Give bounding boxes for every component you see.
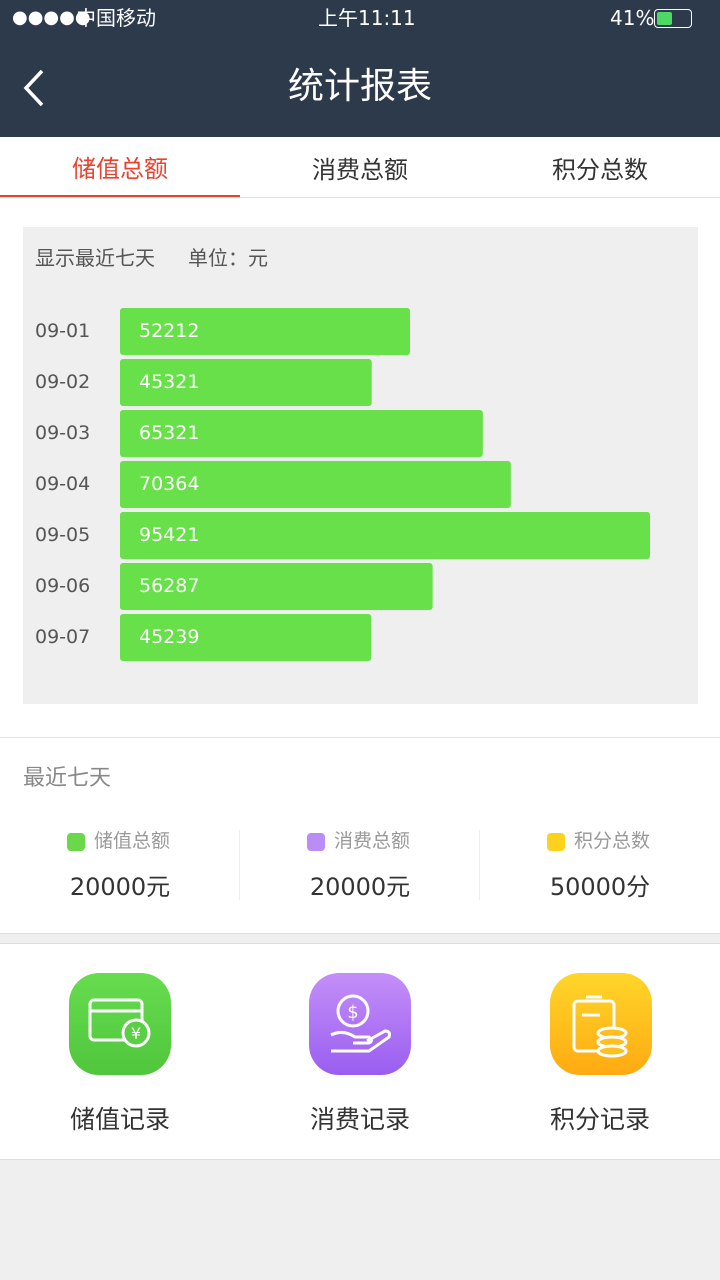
- shortcut-label[interactable]: 消费记录: [309, 1105, 410, 1134]
- divider: [239, 830, 240, 900]
- carrier: 中国移动: [76, 6, 156, 30]
- bar: [120, 308, 411, 355]
- tab[interactable]: 储值总额: [0, 137, 240, 197]
- chart-unit: 单位：元: [188, 246, 268, 270]
- value-label: 95421: [139, 524, 199, 546]
- category-label: 09-05: [35, 524, 90, 546]
- value-label: 52212: [139, 320, 199, 342]
- summary-value: 20000元: [309, 873, 411, 901]
- category-label: 09-02: [35, 371, 90, 393]
- legend-dot: [67, 833, 85, 851]
- summary-section: [0, 738, 720, 934]
- consume-icon[interactable]: $: [309, 973, 411, 1075]
- summary-title: 最近七天: [23, 766, 112, 791]
- category-label: 09-04: [35, 473, 90, 495]
- legend-dot: [307, 833, 325, 851]
- category-label: 09-03: [35, 422, 90, 444]
- recharge-icon[interactable]: ¥: [69, 973, 171, 1075]
- summary-value: 20000元: [69, 873, 171, 901]
- bar: [120, 410, 483, 457]
- shortcut-label[interactable]: 储值记录: [69, 1105, 170, 1134]
- bar: [120, 359, 372, 406]
- back-arrow: [23, 69, 44, 107]
- divider: [479, 830, 480, 900]
- points-icon[interactable]: [550, 973, 652, 1075]
- legend-dot: [547, 833, 565, 851]
- bar: [120, 614, 372, 661]
- tab-label: 积分总数: [552, 155, 648, 184]
- header-bar: [0, 0, 720, 137]
- yuan-sign: ¥: [131, 1024, 141, 1043]
- back-button[interactable]: [20, 68, 50, 108]
- battery-level: 41%: [610, 6, 655, 30]
- tab-label: 消费总额: [312, 155, 408, 184]
- battery-icon: [654, 9, 692, 28]
- category-label: 09-06: [35, 575, 90, 597]
- summary-label: 积分总数: [574, 830, 651, 852]
- bar: [120, 461, 511, 508]
- value-label: 56287: [139, 575, 199, 597]
- chart-subtitle: 显示最近七天: [35, 246, 155, 270]
- shortcut-label[interactable]: 积分记录: [549, 1105, 650, 1134]
- summary-label: 储值总额: [94, 830, 171, 852]
- category-label: 09-07: [35, 626, 90, 648]
- tab[interactable]: 积分总数: [480, 137, 720, 197]
- dollar-sign: $: [347, 1002, 358, 1023]
- signal: ●●●●●: [12, 7, 91, 28]
- value-label: 45321: [139, 371, 199, 393]
- bar: [120, 563, 433, 610]
- page-title: 统计报表: [287, 66, 432, 107]
- value-label: 45239: [139, 626, 199, 648]
- category-label: 09-01: [35, 320, 90, 342]
- battery-fill: [657, 12, 672, 25]
- tab-divider: [0, 197, 720, 198]
- summary-value: 50000分: [549, 873, 651, 901]
- clock: 上午11:11: [318, 6, 416, 30]
- summary-label: 消费总额: [334, 830, 411, 852]
- tab[interactable]: 消费总额: [240, 137, 480, 197]
- bar-chart: 09-01 52212 09-02 45321 09-03 65321 09-04 70364…: [35, 308, 650, 661]
- value-label: 70364: [139, 473, 199, 495]
- tab-label: 储值总额: [72, 154, 168, 183]
- value-label: 65321: [139, 422, 199, 444]
- bar: [120, 512, 650, 559]
